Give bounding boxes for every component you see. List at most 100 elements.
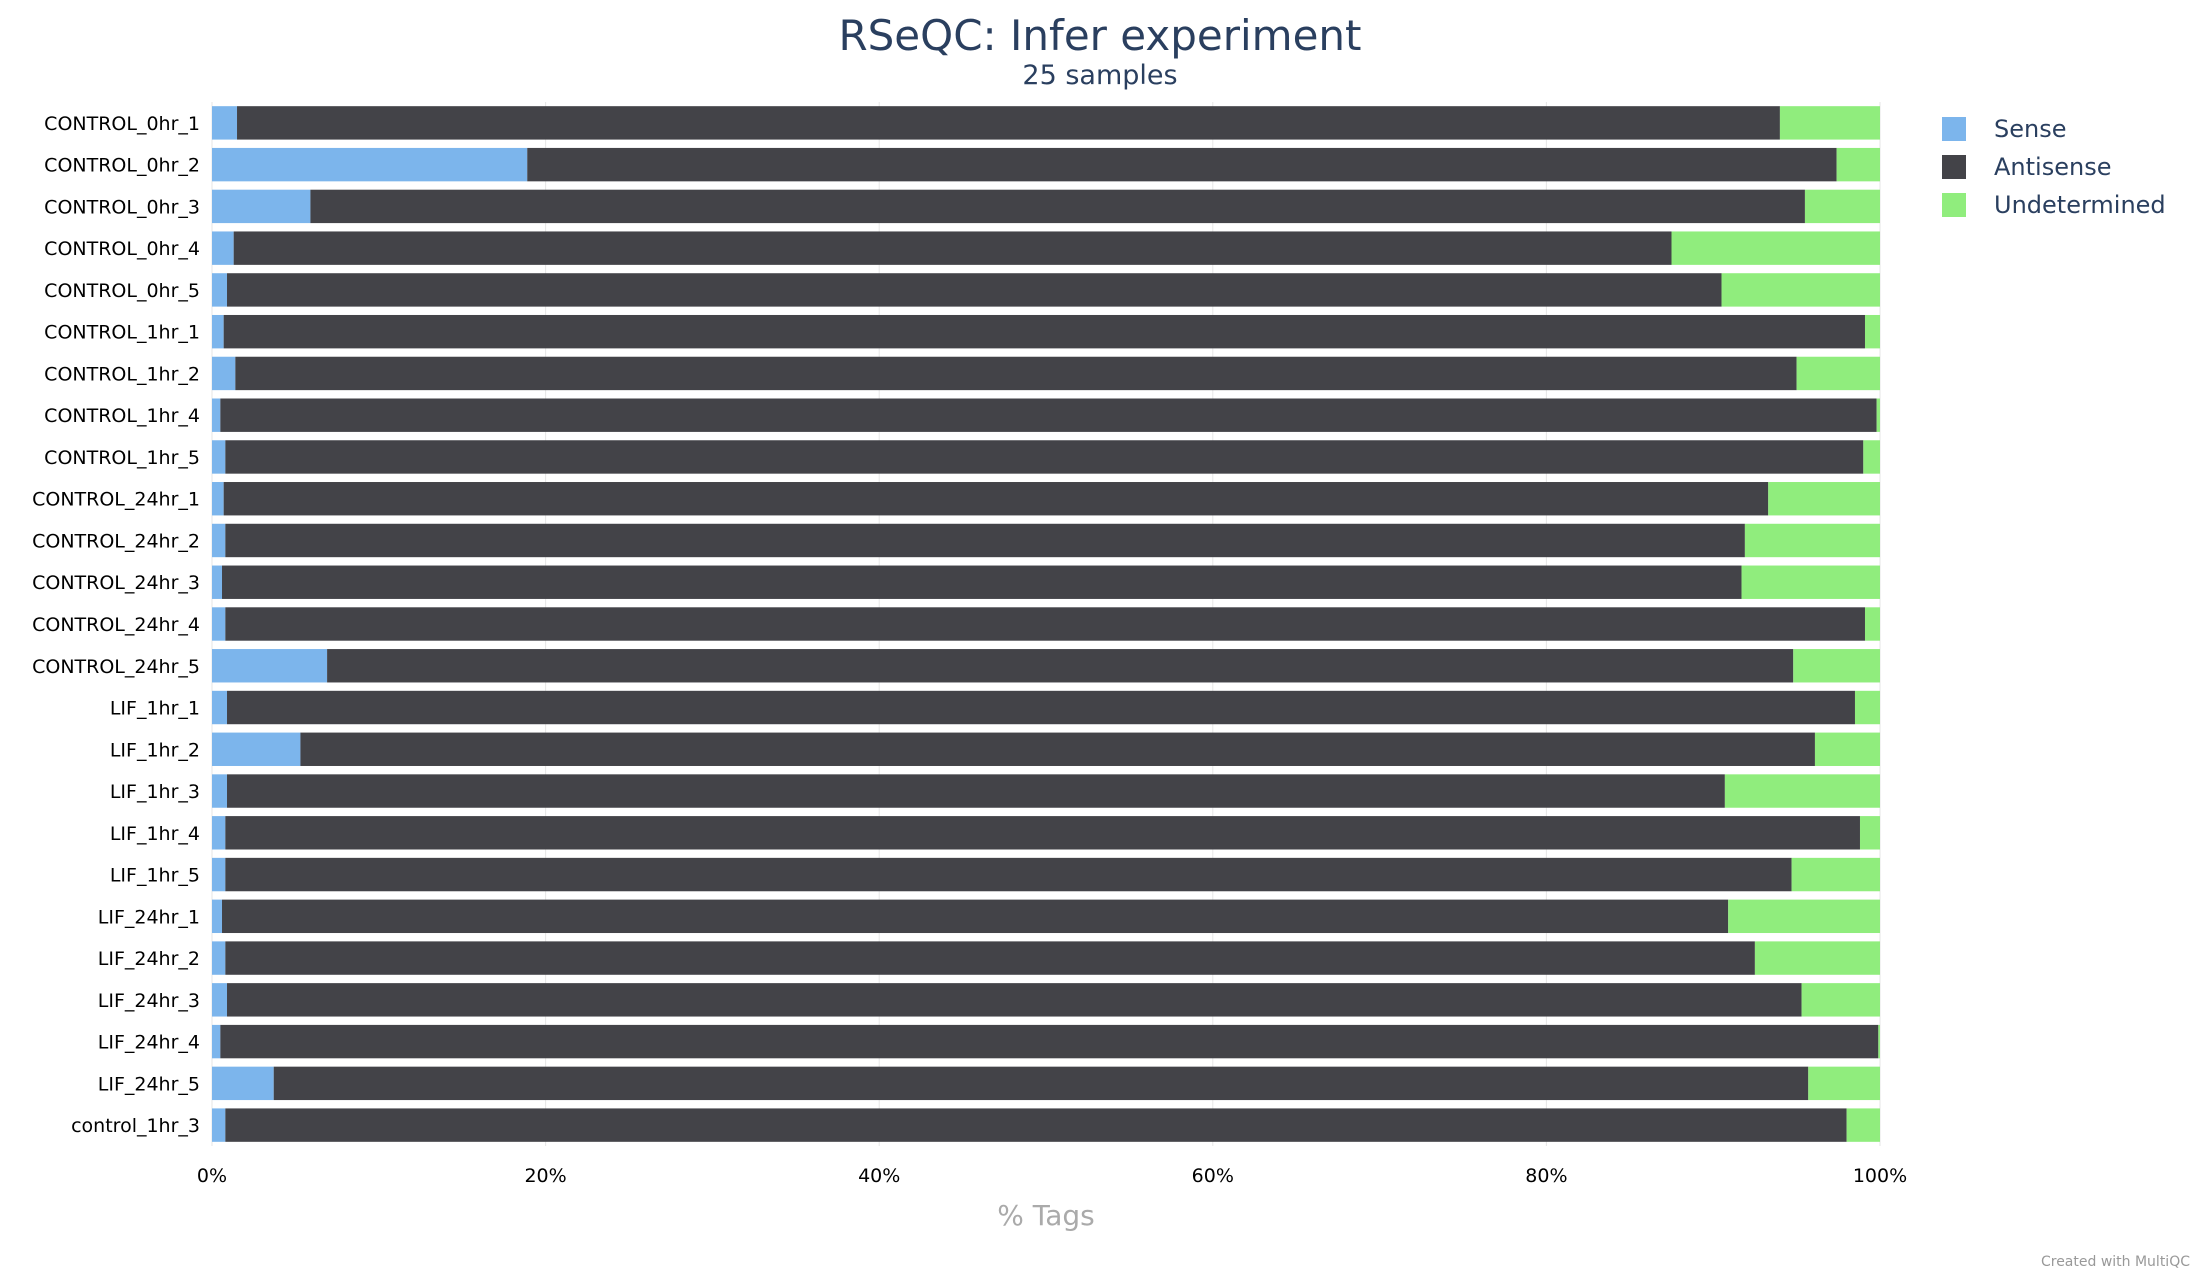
legend-swatch-sense[interactable] xyxy=(1942,117,1966,141)
bar-sense[interactable] xyxy=(212,356,236,391)
legend: Sense Antisense Undetermined xyxy=(1942,115,2166,219)
bar-antisense[interactable] xyxy=(233,231,1672,265)
bar-antisense[interactable] xyxy=(223,482,1769,516)
legend-swatch-undetermined[interactable] xyxy=(1942,193,1966,217)
bar-antisense[interactable] xyxy=(227,690,1855,725)
bar-undetermined[interactable] xyxy=(1724,774,1880,808)
bar-antisense[interactable] xyxy=(222,565,1742,599)
bar-sense[interactable] xyxy=(212,565,223,599)
x-tick-label: 0% xyxy=(197,1165,227,1187)
y-tick-label: CONTROL_24hr_2 xyxy=(32,530,200,552)
bar-undetermined[interactable] xyxy=(1728,899,1880,934)
bar-undetermined[interactable] xyxy=(1876,398,1880,432)
bar-undetermined[interactable] xyxy=(1793,649,1880,683)
bar-antisense[interactable] xyxy=(225,857,1792,892)
bar-antisense[interactable] xyxy=(227,774,1725,808)
bar-undetermined[interactable] xyxy=(1741,565,1880,599)
bar-sense[interactable] xyxy=(212,941,226,975)
bar-antisense[interactable] xyxy=(220,1024,1879,1059)
bar-antisense[interactable] xyxy=(225,816,1860,850)
bar-sense[interactable] xyxy=(212,147,528,182)
bar-antisense[interactable] xyxy=(300,732,1815,766)
bar-undetermined[interactable] xyxy=(1836,147,1880,182)
bar-antisense[interactable] xyxy=(225,440,1864,474)
bar-sense[interactable] xyxy=(212,732,301,766)
bar-undetermined[interactable] xyxy=(1878,1024,1880,1059)
bar-sense[interactable] xyxy=(212,983,228,1017)
bar-sense[interactable] xyxy=(212,189,311,224)
bar-antisense[interactable] xyxy=(223,314,1865,349)
bar-antisense[interactable] xyxy=(237,106,1780,140)
bar-antisense[interactable] xyxy=(527,147,1837,182)
bar-sense[interactable] xyxy=(212,314,224,349)
bar-undetermined[interactable] xyxy=(1864,314,1880,349)
bar-sense[interactable] xyxy=(212,1108,226,1142)
bar-sense[interactable] xyxy=(212,1024,221,1059)
bars xyxy=(212,106,1880,1142)
bar-undetermined[interactable] xyxy=(1796,356,1880,391)
y-tick-label: LIF_1hr_3 xyxy=(110,781,200,803)
bar-sense[interactable] xyxy=(212,1066,274,1101)
bar-undetermined[interactable] xyxy=(1863,440,1880,474)
y-axis-labels: CONTROL_0hr_1 CONTROL_0hr_2 CONTROL_0hr_3 C… xyxy=(32,113,200,1137)
bar-antisense[interactable] xyxy=(273,1066,1809,1101)
bar-antisense[interactable] xyxy=(225,1108,1847,1142)
y-tick-label: CONTROL_24hr_5 xyxy=(32,656,200,678)
bar-sense[interactable] xyxy=(212,482,224,516)
bar-sense[interactable] xyxy=(212,816,226,850)
bar-undetermined[interactable] xyxy=(1814,732,1880,766)
bar-undetermined[interactable] xyxy=(1768,482,1880,516)
bar-sense[interactable] xyxy=(212,607,226,641)
bar-antisense[interactable] xyxy=(225,941,1755,975)
y-tick-label: CONTROL_24hr_1 xyxy=(32,489,200,511)
bar-undetermined[interactable] xyxy=(1754,941,1880,975)
bar-undetermined[interactable] xyxy=(1864,607,1880,641)
bar-undetermined[interactable] xyxy=(1808,1066,1880,1101)
bar-undetermined[interactable] xyxy=(1721,273,1880,307)
bar-antisense[interactable] xyxy=(310,189,1805,224)
bar-antisense[interactable] xyxy=(235,356,1797,391)
bar-undetermined[interactable] xyxy=(1744,523,1880,558)
bar-antisense[interactable] xyxy=(222,899,1729,934)
bar-sense[interactable] xyxy=(212,857,226,892)
bar-undetermined[interactable] xyxy=(1671,231,1881,265)
bar-antisense[interactable] xyxy=(225,607,1865,641)
bar-sense[interactable] xyxy=(212,690,228,725)
bar-sense[interactable] xyxy=(212,440,226,474)
bar-antisense[interactable] xyxy=(220,398,1877,432)
bar-sense[interactable] xyxy=(212,106,238,140)
bar-undetermined[interactable] xyxy=(1846,1108,1880,1142)
bar-undetermined[interactable] xyxy=(1801,983,1880,1017)
credit-text[interactable]: Created with MultiQC xyxy=(2041,1254,2190,1270)
bar-sense[interactable] xyxy=(212,649,328,683)
y-tick-label: LIF_1hr_1 xyxy=(110,698,200,720)
y-tick-label: CONTROL_1hr_2 xyxy=(44,363,200,385)
legend-swatch-antisense[interactable] xyxy=(1942,155,1966,179)
bar-undetermined[interactable] xyxy=(1854,690,1880,725)
bar-sense[interactable] xyxy=(212,231,234,265)
bar-sense[interactable] xyxy=(212,398,221,432)
bar-sense[interactable] xyxy=(212,899,223,934)
bar-undetermined[interactable] xyxy=(1859,816,1880,850)
chart-title: RSeQC: Infer experiment xyxy=(838,11,1361,60)
y-tick-label: CONTROL_0hr_5 xyxy=(44,280,200,302)
bar-sense[interactable] xyxy=(212,523,226,558)
y-tick-label: CONTROL_1hr_4 xyxy=(44,405,200,427)
bar-sense[interactable] xyxy=(212,774,228,808)
bar-antisense[interactable] xyxy=(225,523,1745,558)
y-tick-label: LIF_24hr_3 xyxy=(98,990,200,1012)
bar-sense[interactable] xyxy=(212,273,228,307)
bar-antisense[interactable] xyxy=(227,983,1802,1017)
legend-label-sense[interactable]: Sense xyxy=(1994,115,2066,143)
bar-undetermined[interactable] xyxy=(1791,857,1880,892)
bar-antisense[interactable] xyxy=(227,273,1722,307)
bar-undetermined[interactable] xyxy=(1804,189,1880,224)
bar-undetermined[interactable] xyxy=(1779,106,1880,140)
y-tick-label: CONTROL_0hr_4 xyxy=(44,238,200,260)
legend-label-antisense[interactable]: Antisense xyxy=(1994,153,2111,181)
legend-label-undetermined[interactable]: Undetermined xyxy=(1994,191,2166,219)
y-tick-label: LIF_1hr_5 xyxy=(110,865,200,887)
bar-antisense[interactable] xyxy=(327,649,1794,683)
chart-subtitle: 25 samples xyxy=(1022,60,1177,91)
